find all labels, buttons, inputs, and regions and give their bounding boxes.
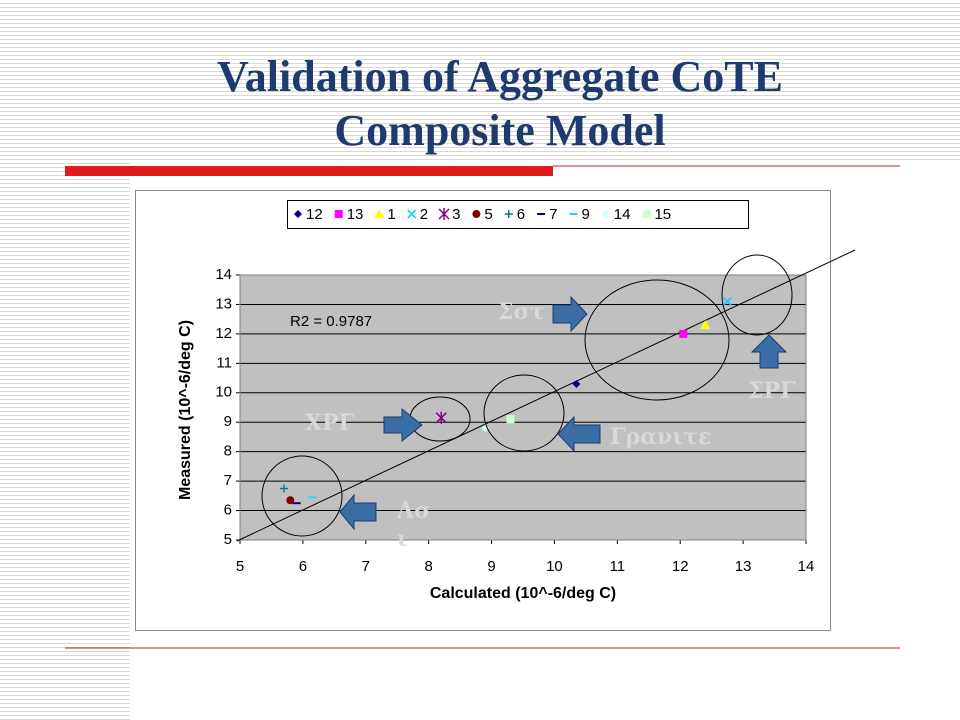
x-tick-label: 8 [424, 558, 432, 575]
x-tick-label: 9 [487, 558, 495, 575]
annotation: Γρανιτε [610, 424, 711, 450]
marker [506, 415, 515, 424]
legend: 12 13 1 2 3 5 6 7 9 14 15 [294, 206, 671, 223]
y-tick-label: 12 [215, 325, 232, 342]
annotation: ΧΡΓ [305, 410, 355, 436]
circle [483, 374, 565, 452]
x-tick-label: 5 [236, 558, 244, 575]
title-line: Validation of Aggregate CoTE [217, 52, 783, 101]
y-tick-label: 9 [224, 413, 232, 430]
marker [472, 210, 481, 218]
title-line: Composite Model [334, 106, 666, 155]
marker [334, 210, 343, 218]
marker [294, 210, 302, 218]
legend-label: 9 [581, 206, 589, 223]
x-tick-label: 11 [610, 558, 626, 575]
legend-label: 2 [420, 206, 428, 223]
marker [642, 210, 651, 218]
legend-box [287, 200, 749, 229]
marker [722, 296, 732, 307]
legend-label: 7 [549, 206, 557, 223]
legend-label: 6 [517, 206, 525, 223]
circle [584, 279, 730, 401]
arrow [339, 493, 377, 531]
marker [481, 424, 490, 433]
title-underline [65, 166, 553, 176]
x-tick-label: 10 [546, 558, 563, 575]
x-tick-label: 7 [362, 558, 370, 575]
circle [721, 254, 793, 336]
plot-border [239, 274, 807, 541]
legend-label: 15 [654, 206, 671, 223]
background-stripes [0, 0, 960, 160]
legend-label: 1 [387, 206, 395, 223]
x-axis-label: Calculated (10^-6/deg C) [430, 585, 616, 602]
legend-label: 3 [452, 206, 460, 223]
legend-label: 12 [306, 206, 323, 223]
marker [280, 484, 289, 493]
y-tick-label: 6 [224, 502, 232, 519]
y-tick-label: 7 [224, 472, 232, 489]
arrow [750, 334, 788, 369]
marker [679, 329, 688, 338]
marker [700, 320, 711, 330]
marker [374, 209, 385, 218]
y-tick-label: 11 [216, 354, 232, 371]
x-tick-label: 12 [672, 558, 689, 575]
marker [286, 496, 295, 505]
annotation: Λσ [396, 498, 430, 524]
annotation: ΣΡΓ [748, 378, 796, 404]
legend-label: 13 [347, 206, 364, 223]
y-tick-label: 10 [215, 384, 232, 401]
marker [601, 210, 610, 218]
x-tick-label: 13 [735, 558, 752, 575]
r2-label: R2 = 0.9787 [290, 313, 372, 330]
y-tick-label: 8 [224, 443, 232, 460]
marker [435, 411, 447, 424]
y-tick-label: 14 [215, 266, 232, 283]
arrow [552, 295, 588, 333]
marker [407, 209, 417, 219]
annotation: Σστ [498, 299, 545, 325]
plot-area [240, 275, 806, 540]
y-axis-label: Measured (10^-6/deg C) [177, 320, 194, 500]
legend-label: 14 [614, 206, 631, 223]
trend-line [236, 249, 856, 542]
arrows [339, 295, 788, 531]
background-stripes [0, 0, 130, 720]
x-tick-label: 6 [299, 558, 307, 575]
y-tick-label: 5 [224, 531, 232, 548]
x-tick-label: 14 [798, 558, 815, 575]
y-tick-label: 13 [215, 295, 232, 312]
arrow [383, 407, 423, 443]
marker [438, 208, 450, 220]
slide-title: Validation of Aggregate CoTE Composite M… [150, 50, 850, 158]
marker [572, 379, 581, 388]
annotation: ι [397, 526, 408, 552]
marker [504, 210, 513, 218]
circle [261, 455, 343, 537]
legend-label: 5 [484, 206, 492, 223]
arrow [557, 415, 601, 453]
